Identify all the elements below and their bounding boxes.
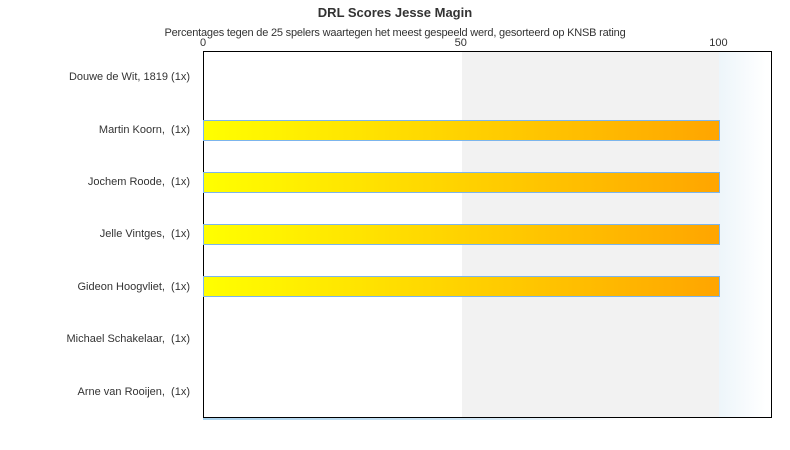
axis-line: [203, 418, 770, 420]
category-label: Douwe de Wit, 1819 (1x): [68, 71, 190, 84]
category-label: Jelle Vintges, (1x): [99, 228, 190, 241]
category-label: Gideon Hoogvliet, (1x): [77, 280, 191, 293]
category-label: Arne van Rooijen, (1x): [77, 385, 191, 398]
bar-series: [203, 52, 771, 417]
category-label: Martin Koorn, (1x): [98, 123, 190, 136]
x-tick-label: 50: [454, 37, 467, 49]
plot-area: [203, 51, 772, 418]
bar[interactable]: [203, 171, 721, 193]
x-tick-label: 100: [709, 37, 728, 49]
category-label: Michael Schakelaar, (1x): [66, 333, 191, 346]
x-tick-label: 0: [199, 37, 207, 49]
x-axis: 0 50 100: [199, 37, 770, 50]
y-axis-labels: Douwe de Wit, 1819 (1x) Martin Koorn, (1…: [0, 51, 191, 418]
bar[interactable]: [203, 276, 721, 298]
chart-title: DRL Scores Jesse Magin: [317, 5, 473, 20]
category-label: Jochem Roode, (1x): [87, 176, 190, 189]
bar[interactable]: [203, 119, 721, 141]
chart-subtitle: Percentages tegen de 25 spelers waartege…: [164, 27, 626, 39]
plot-band-fade: [719, 52, 771, 417]
bar[interactable]: [203, 223, 721, 245]
